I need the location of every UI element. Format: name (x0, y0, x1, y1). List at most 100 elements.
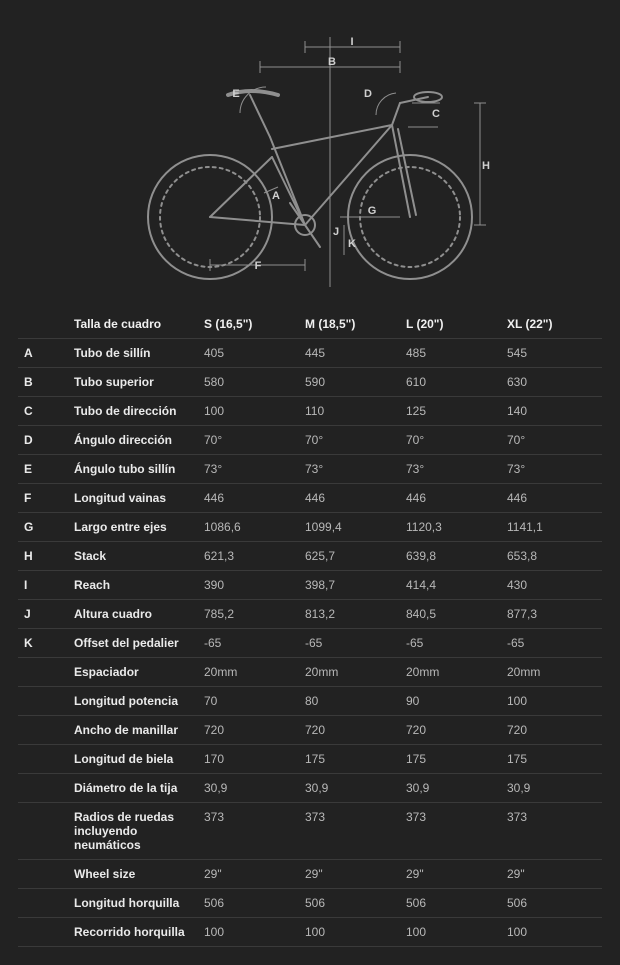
row-value: 29" (299, 860, 400, 889)
row-value: 20mm (501, 658, 602, 687)
row-value: 73° (198, 455, 299, 484)
row-letter: H (18, 542, 68, 571)
row-value: 73° (400, 455, 501, 484)
table-row: EÁngulo tubo sillín73°73°73°73° (18, 455, 602, 484)
row-label: Stack (68, 542, 198, 571)
row-label: Longitud horquilla (68, 889, 198, 918)
row-label: Altura cuadro (68, 600, 198, 629)
row-value: 20mm (400, 658, 501, 687)
bike-svg: I B D E C H A G J K F (100, 17, 520, 297)
row-value: 30,9 (400, 774, 501, 803)
row-value: 445 (299, 339, 400, 368)
row-value: 73° (299, 455, 400, 484)
row-label: Radios de ruedas incluyendo neumáticos (68, 803, 198, 860)
col-S: S (16,5") (198, 310, 299, 339)
row-value: 70° (299, 426, 400, 455)
table-row: Recorrido horquilla100100100100 (18, 918, 602, 947)
row-label: Ancho de manillar (68, 716, 198, 745)
row-value: 580 (198, 368, 299, 397)
row-value: 29" (400, 860, 501, 889)
row-value: 20mm (198, 658, 299, 687)
col-XL: XL (22") (501, 310, 602, 339)
row-label: Tubo de dirección (68, 397, 198, 426)
row-letter (18, 803, 68, 860)
row-label: Longitud de biela (68, 745, 198, 774)
row-value: 446 (198, 484, 299, 513)
row-value: 175 (400, 745, 501, 774)
row-value: 29" (198, 860, 299, 889)
row-value: 590 (299, 368, 400, 397)
geometry-table-container: Talla de cuadro S (16,5") M (18,5") L (2… (0, 310, 620, 965)
row-letter: K (18, 629, 68, 658)
row-value: 100 (400, 918, 501, 947)
row-value: 100 (299, 918, 400, 947)
row-value: 175 (299, 745, 400, 774)
col-M: M (18,5") (299, 310, 400, 339)
row-label: Tubo de sillín (68, 339, 198, 368)
row-value: 813,2 (299, 600, 400, 629)
row-value: 1099,4 (299, 513, 400, 542)
row-label: Wheel size (68, 860, 198, 889)
row-letter: F (18, 484, 68, 513)
row-letter: I (18, 571, 68, 600)
row-letter: D (18, 426, 68, 455)
row-value: 840,5 (400, 600, 501, 629)
row-value: 390 (198, 571, 299, 600)
row-value: 70° (400, 426, 501, 455)
table-row: Ancho de manillar720720720720 (18, 716, 602, 745)
table-row: KOffset del pedalier-65-65-65-65 (18, 629, 602, 658)
row-value: 373 (299, 803, 400, 860)
row-label: Ángulo dirección (68, 426, 198, 455)
row-value: 100 (501, 687, 602, 716)
row-label: Offset del pedalier (68, 629, 198, 658)
row-value: 175 (501, 745, 602, 774)
row-value: 30,9 (501, 774, 602, 803)
row-value: 405 (198, 339, 299, 368)
row-value: 506 (400, 889, 501, 918)
row-value: 430 (501, 571, 602, 600)
row-label: Recorrido horquilla (68, 918, 198, 947)
row-value: 100 (198, 397, 299, 426)
row-letter (18, 774, 68, 803)
bike-geometry-diagram: I B D E C H A G J K F (0, 0, 620, 310)
table-row: BTubo superior580590610630 (18, 368, 602, 397)
row-label: Longitud vainas (68, 484, 198, 513)
label-J: J (333, 226, 339, 238)
row-value: 1141,1 (501, 513, 602, 542)
row-value: 90 (400, 687, 501, 716)
table-row: JAltura cuadro785,2813,2840,5877,3 (18, 600, 602, 629)
row-letter: G (18, 513, 68, 542)
row-value: 70 (198, 687, 299, 716)
row-value: 446 (501, 484, 602, 513)
table-row: ATubo de sillín405445485545 (18, 339, 602, 368)
row-value: 125 (400, 397, 501, 426)
table-row: Radios de ruedas incluyendo neumáticos 37… (18, 803, 602, 860)
table-row: Espaciador20mm20mm20mm20mm (18, 658, 602, 687)
label-K: K (348, 238, 356, 250)
table-row: DÁngulo dirección70°70°70°70° (18, 426, 602, 455)
row-value: 73° (501, 455, 602, 484)
label-E: E (232, 88, 239, 100)
row-value: 621,3 (198, 542, 299, 571)
row-letter (18, 918, 68, 947)
row-value: 29" (501, 860, 602, 889)
row-letter: A (18, 339, 68, 368)
label-H: H (482, 160, 490, 172)
row-value: 720 (400, 716, 501, 745)
row-label: Reach (68, 571, 198, 600)
table-row: Wheel size29"29"29"29" (18, 860, 602, 889)
row-value: -65 (198, 629, 299, 658)
table-row: CTubo de dirección100110125140 (18, 397, 602, 426)
row-label: Diámetro de la tija (68, 774, 198, 803)
table-row: Longitud de biela170175175175 (18, 745, 602, 774)
row-letter: C (18, 397, 68, 426)
row-value: 100 (501, 918, 602, 947)
row-value: 70° (198, 426, 299, 455)
row-letter: E (18, 455, 68, 484)
row-label: Largo entre ejes (68, 513, 198, 542)
row-value: 639,8 (400, 542, 501, 571)
row-value: 414,4 (400, 571, 501, 600)
row-value: -65 (501, 629, 602, 658)
row-value: 625,7 (299, 542, 400, 571)
row-letter (18, 860, 68, 889)
